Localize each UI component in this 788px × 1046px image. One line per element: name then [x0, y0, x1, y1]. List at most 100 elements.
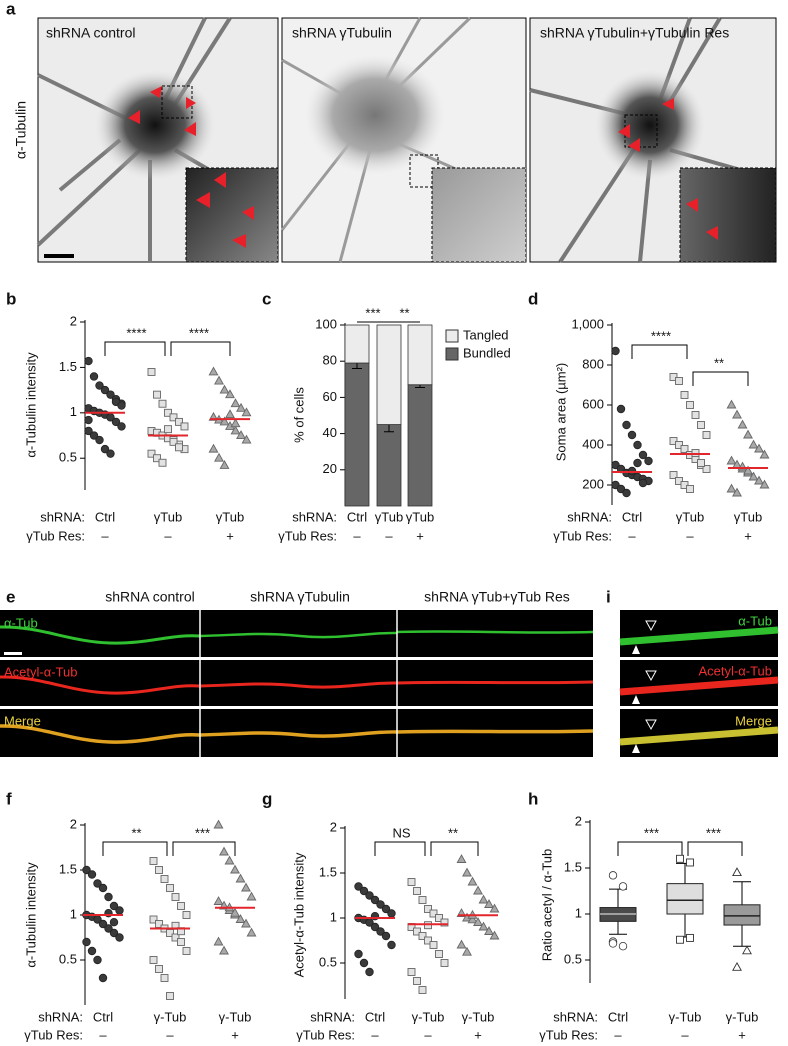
bracket [430, 841, 479, 856]
data-point [754, 475, 764, 485]
y-axis-label: Ratio acetyl / α-Tub [539, 849, 554, 962]
data-point [111, 417, 121, 427]
data-point [484, 926, 494, 935]
data-point [230, 398, 241, 408]
data-point [732, 961, 742, 971]
data-point [246, 891, 257, 901]
y-tick-label: 800 [582, 356, 604, 371]
data-point [680, 391, 689, 399]
data-point [241, 918, 251, 928]
bar-segment [407, 384, 433, 507]
data-point [413, 887, 421, 895]
bracket [102, 841, 168, 856]
rescue-label: – [424, 1027, 432, 1042]
data-point [158, 399, 167, 408]
legend-swatch [445, 347, 459, 361]
x-tick-label: Ctrl [365, 1009, 385, 1024]
y-tick-label: 400 [582, 436, 604, 451]
rescue-label: + [744, 528, 752, 543]
data-point [230, 864, 240, 874]
image-title: shRNA γTubulin+γTubulin Res [540, 25, 729, 41]
data-point [638, 450, 648, 460]
micrograph: shRNA γTubulin [280, 16, 527, 263]
legend-label: Bundled [463, 345, 511, 360]
significance-label: *** [706, 825, 721, 840]
y-tick-label: 1 [575, 905, 582, 920]
channel-label: Merge [735, 713, 772, 728]
data-point [87, 870, 97, 879]
data-point [732, 487, 742, 497]
data-point [84, 356, 93, 366]
bar-segment [344, 362, 370, 507]
panel-label: h [528, 789, 538, 808]
data-point [149, 857, 158, 865]
data-point [175, 443, 183, 452]
data-point [407, 968, 416, 976]
data-point [164, 425, 172, 434]
image-title: shRNA control [46, 25, 135, 41]
data-point [153, 390, 161, 399]
x-tick-label: Ctrl [608, 1009, 628, 1024]
data-point [182, 911, 191, 919]
data-point [759, 449, 770, 459]
data-point [109, 928, 119, 938]
y-tick-label: 0.5 [59, 951, 77, 966]
rescue-label: – [686, 528, 694, 543]
data-point [754, 443, 764, 453]
x-tick-label: γ-Tub [154, 1009, 187, 1024]
data-point [370, 895, 380, 905]
data-point [213, 819, 224, 829]
data-point [354, 882, 363, 891]
panel-label: a [6, 0, 16, 18]
data-point [702, 431, 711, 439]
bracket [104, 341, 166, 356]
data-point [160, 974, 169, 982]
channel-label: Acetyl-α-Tub [699, 663, 773, 678]
data-point [370, 922, 380, 932]
rescue-label: + [738, 1027, 746, 1042]
data-point [225, 389, 235, 399]
y-tick-label: 60 [323, 389, 337, 404]
y-tick-label: 1 [70, 404, 77, 419]
y-tick-label: 1.5 [59, 861, 77, 876]
data-point [748, 471, 759, 481]
data-point [89, 431, 99, 440]
row-label: γTub Res: [278, 528, 337, 543]
x-tick-label: γTub [406, 509, 434, 524]
data-point [171, 933, 180, 942]
data-point [236, 430, 246, 439]
x-tick-label: γ-Tub [462, 1009, 495, 1024]
data-point [676, 935, 684, 944]
y-axis-label: Soma area (µm²) [553, 363, 568, 462]
data-point [387, 940, 396, 950]
x-tick-label: γTub [676, 509, 704, 524]
rescue-label: – [353, 528, 361, 543]
data-point [359, 886, 369, 896]
data-point [365, 967, 374, 977]
data-point [748, 439, 759, 449]
data-point [169, 437, 178, 446]
data-point [478, 894, 489, 904]
data-point [669, 437, 678, 445]
image-title: shRNA γTubulin [292, 25, 392, 41]
data-point [235, 914, 246, 923]
data-point [638, 478, 648, 488]
data-point [117, 401, 126, 410]
y-axis-label: Acetyl-α-Tub intensity [291, 852, 306, 977]
significance-label: ** [131, 825, 141, 840]
data-point [418, 986, 427, 994]
y-axis-label: α-Tubulin intensity [23, 352, 38, 458]
panel-label: g [262, 789, 272, 808]
data-point [235, 873, 246, 883]
y-tick-label: 2 [575, 813, 582, 828]
data-point [365, 891, 374, 900]
data-point [440, 959, 449, 967]
x-tick-label: Ctrl [95, 509, 115, 524]
x-tick-label: γTub [154, 509, 182, 524]
data-point [608, 871, 618, 880]
data-point [219, 945, 229, 955]
rescue-label: – [164, 528, 172, 543]
data-point [429, 941, 438, 949]
data-point [219, 416, 230, 426]
data-point [169, 413, 178, 422]
